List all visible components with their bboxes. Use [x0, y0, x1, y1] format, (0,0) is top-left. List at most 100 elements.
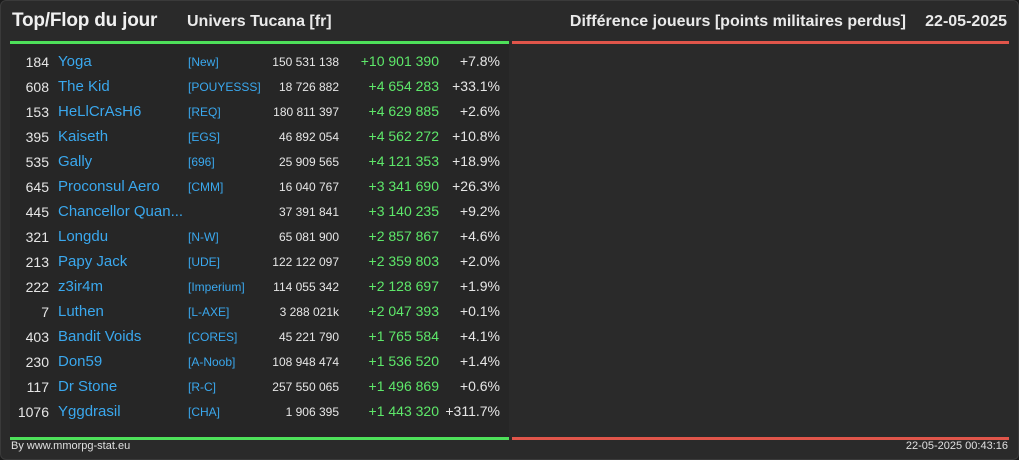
player-name-link[interactable]: Chancellor Quan...: [58, 203, 184, 220]
player-name-link[interactable]: Gally: [58, 153, 93, 170]
points-difference: +10 901 390: [360, 53, 439, 69]
player-name-link[interactable]: Yoga: [58, 53, 92, 70]
percent-change: +18.9%: [452, 153, 500, 169]
alliance-tag-link[interactable]: [CORES]: [188, 330, 238, 344]
player-rank: 213: [25, 254, 49, 270]
generated-timestamp: 22-05-2025 00:43:16: [905, 440, 1008, 452]
player-points: 114 055 342: [273, 280, 339, 294]
points-difference: +1 443 320: [368, 403, 439, 419]
player-rank: 608: [25, 79, 49, 95]
percent-change: +4.1%: [459, 328, 500, 344]
table-row: 403 Bandit Voids [CORES] 45 221 790 +1 765 5…: [10, 325, 509, 350]
table-row: 445 Chancellor Quan... 37 391 841 +3 140 23…: [10, 200, 509, 225]
points-difference: +2 128 697: [368, 278, 439, 294]
player-points: 1 906 395: [285, 405, 339, 419]
points-difference: +1 496 869: [368, 378, 439, 394]
table-row: 153 HeLlCrAsH6 [REQ] 180 811 397 +4 629 885 +…: [10, 100, 509, 125]
player-name-link[interactable]: Kaiseth: [58, 128, 109, 145]
player-rank: 184: [25, 54, 49, 70]
table-row: 222 z3ir4m [Imperium] 114 055 342 +2 128 697…: [10, 275, 509, 300]
player-name-link[interactable]: Bandit Voids: [58, 328, 142, 345]
player-points: 257 550 065: [272, 380, 339, 394]
table-row: 213 Papy Jack [UDE] 122 122 097 +2 359 803 +2…: [10, 250, 509, 275]
page-title: Top/Flop du jour: [12, 10, 158, 31]
player-name-link[interactable]: The Kid: [58, 78, 110, 95]
player-name-link[interactable]: Proconsul Aero: [58, 178, 160, 195]
table-row: 608 The Kid [POUYESSS] 18 726 882 +4 654 283…: [10, 75, 509, 100]
site-credit-link[interactable]: By www.mmorpg-stat.eu: [11, 440, 131, 452]
alliance-tag-link[interactable]: [UDE]: [188, 255, 221, 269]
player-name-link[interactable]: Papy Jack: [58, 253, 128, 270]
alliance-tag-link[interactable]: [New]: [188, 55, 219, 69]
alliance-tag-link[interactable]: [L-AXE]: [188, 305, 230, 319]
universe-label: Univers Tucana [fr]: [187, 13, 332, 30]
player-name-link[interactable]: Don59: [58, 353, 103, 370]
player-rank: 222: [25, 279, 49, 295]
player-name-link[interactable]: HeLlCrAsH6: [58, 103, 142, 120]
player-points: 16 040 767: [278, 180, 339, 194]
player-name-link[interactable]: Dr Stone: [58, 378, 118, 395]
percent-change: +26.3%: [452, 178, 500, 194]
alliance-tag-link[interactable]: [CHA]: [188, 405, 221, 419]
player-name-link[interactable]: Longdu: [58, 228, 109, 245]
player-points: 46 892 054: [278, 130, 339, 144]
points-difference: +2 047 393: [368, 303, 439, 319]
points-difference: +1 765 584: [368, 328, 439, 344]
points-difference: +4 121 353: [368, 153, 439, 169]
player-rank: 395: [25, 129, 49, 145]
player-points: 3 288 021k: [279, 305, 339, 319]
table-row: 230 Don59 [A-Noob] 108 948 474 +1 536 520 +1.…: [10, 350, 509, 375]
flop-players-panel: [512, 41, 1009, 440]
player-rank: 117: [26, 379, 49, 395]
alliance-tag-link[interactable]: [N-W]: [188, 230, 219, 244]
player-rank: 230: [25, 354, 49, 370]
alliance-tag-link[interactable]: [Imperium]: [188, 280, 245, 294]
alliance-tag-link[interactable]: [A-Noob]: [188, 355, 236, 369]
player-rank: 535: [25, 154, 49, 170]
player-rank: 321: [25, 229, 49, 245]
metric-label: Différence joueurs [points militaires pe…: [569, 13, 906, 30]
percent-change: +1.9%: [459, 278, 500, 294]
top-players-panel: 184 Yoga [New] 150 531 138 +10 901 390 +7.8% 6…: [10, 41, 509, 440]
percent-change: +2.0%: [459, 253, 500, 269]
points-difference: +4 562 272: [368, 128, 439, 144]
table-row: 117 Dr Stone [R-C] 257 550 065 +1 496 869 +0.…: [10, 375, 509, 400]
player-points: 150 531 138: [272, 55, 339, 69]
alliance-tag-link[interactable]: [CMM]: [188, 180, 224, 194]
player-name-link[interactable]: z3ir4m: [58, 278, 104, 295]
player-rank: 445: [25, 204, 49, 220]
percent-change: +33.1%: [452, 78, 500, 94]
table-row: 645 Proconsul Aero [CMM] 16 040 767 +3 341 6…: [10, 175, 509, 200]
player-points: 122 122 097: [272, 255, 339, 269]
player-points: 65 081 900: [278, 230, 339, 244]
points-difference: +3 341 690: [368, 178, 439, 194]
header-date: 22-05-2025: [925, 13, 1007, 30]
player-rank: 1076: [17, 404, 49, 420]
alliance-tag-link[interactable]: [REQ]: [188, 105, 221, 119]
player-points: 25 909 565: [278, 155, 339, 169]
percent-change: +9.2%: [459, 203, 500, 219]
alliance-tag-link[interactable]: [EGS]: [188, 130, 221, 144]
player-name-link[interactable]: Yggdrasil: [58, 403, 121, 420]
table-row: 184 Yoga [New] 150 531 138 +10 901 390 +7.8%: [10, 50, 509, 75]
alliance-tag-link[interactable]: [POUYESSS]: [188, 80, 261, 94]
percent-change: +4.6%: [459, 228, 500, 244]
alliance-tag-link[interactable]: [R-C]: [188, 380, 216, 394]
percent-change: +10.8%: [452, 128, 500, 144]
table-row: 535 Gally [696] 25 909 565 +4 121 353 +18.9%: [10, 150, 509, 175]
player-rank: 7: [41, 304, 49, 320]
points-difference: +4 654 283: [368, 78, 439, 94]
table-row: 1076 Yggdrasil [CHA] 1 906 395 +1 443 320 +31…: [10, 400, 509, 425]
points-difference: +2 359 803: [368, 253, 439, 269]
points-difference: +1 536 520: [368, 353, 439, 369]
player-points: 37 391 841: [278, 205, 339, 219]
percent-change: +1.4%: [459, 353, 500, 369]
alliance-tag-link[interactable]: [696]: [188, 155, 215, 169]
player-rank: 153: [25, 104, 49, 120]
player-name-link[interactable]: Luthen: [58, 303, 104, 320]
table-row: 7 Luthen [L-AXE] 3 288 021k +2 047 393 +0.1%: [10, 300, 509, 325]
player-points: 108 948 474: [272, 355, 339, 369]
points-difference: +3 140 235: [368, 203, 439, 219]
percent-change: +311.7%: [445, 403, 500, 419]
percent-change: +0.1%: [459, 303, 500, 319]
